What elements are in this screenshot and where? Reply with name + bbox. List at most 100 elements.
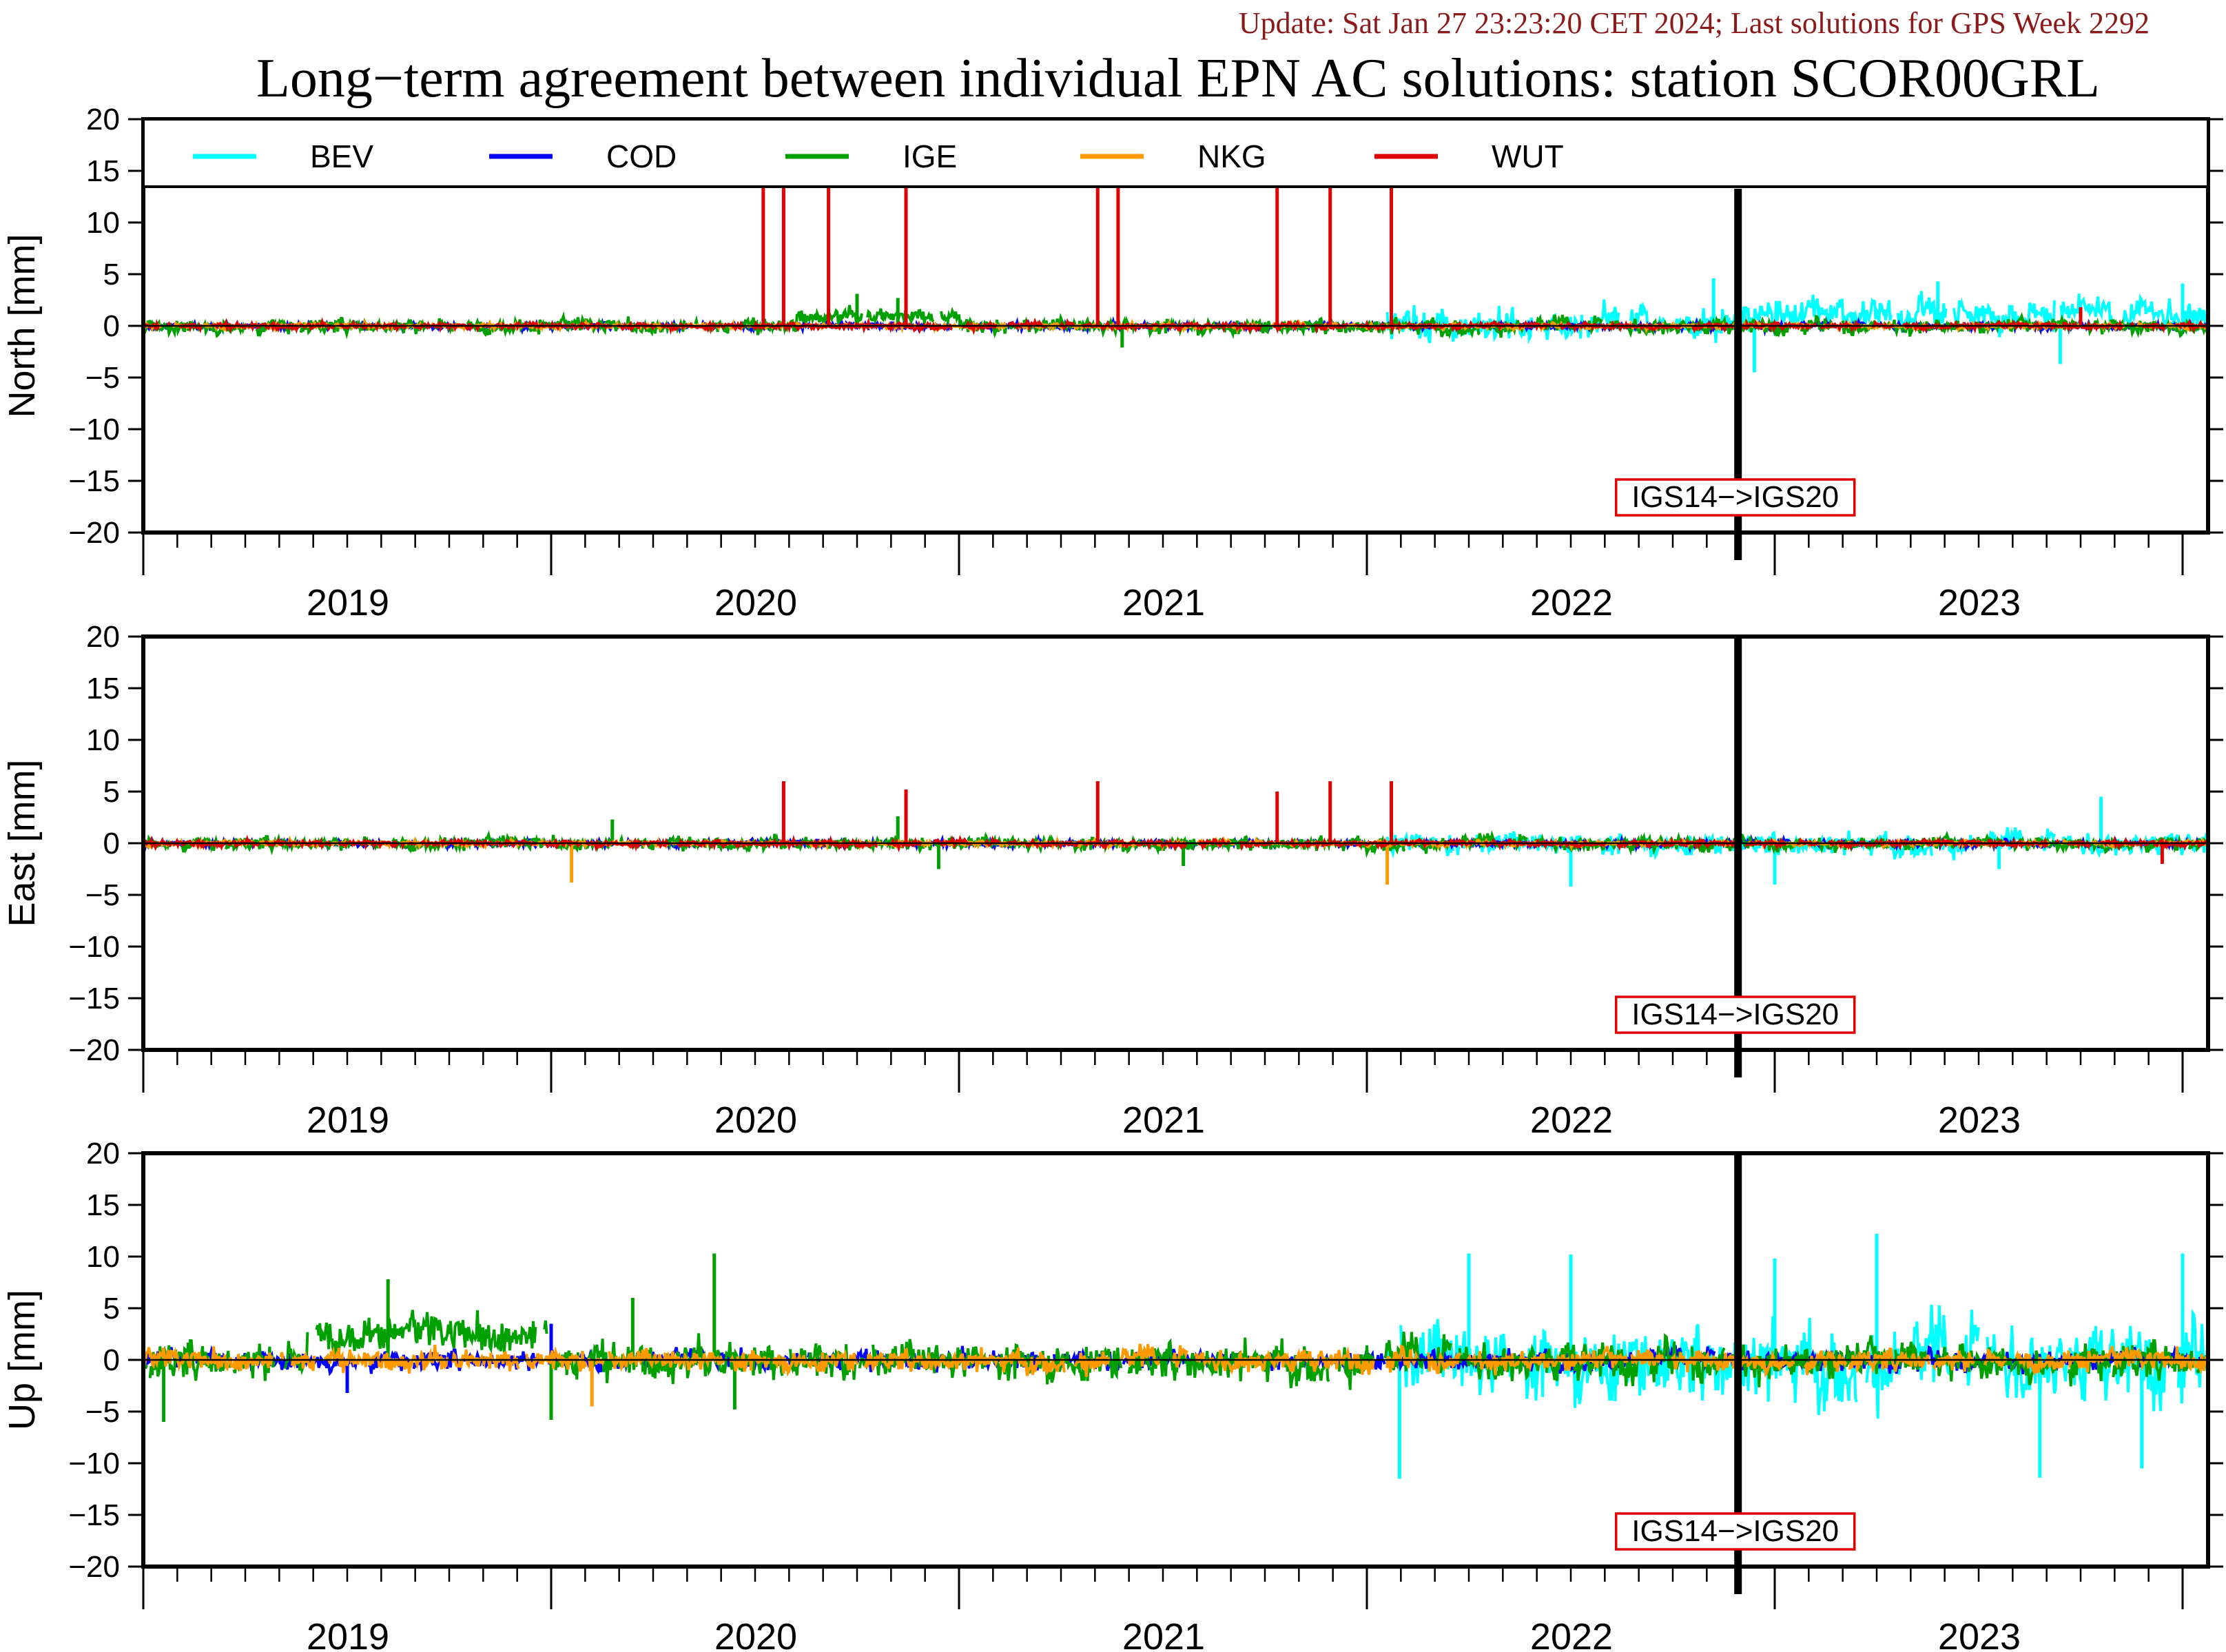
- y-tick-label: 10: [86, 206, 120, 240]
- series-line-wut: [984, 835, 1000, 847]
- y-tick-label: 0: [103, 827, 120, 860]
- reference-change-label: IGS14−>IGS20: [1614, 478, 1856, 517]
- legend-label: COD: [606, 138, 677, 174]
- x-tick-label: 2019: [307, 1616, 389, 1652]
- series-line-ige: [1691, 1346, 1726, 1385]
- series-line-bev: [2021, 300, 2056, 332]
- series-line-cod: [1775, 834, 1792, 848]
- plot-area: [143, 1234, 2226, 1479]
- legend-item-wut: WUT: [1374, 138, 1564, 174]
- series-line-ige: [1035, 1346, 1123, 1385]
- series-line-ige: [1186, 316, 1273, 340]
- series-line-ige: [1649, 1333, 1682, 1383]
- y-tick-label: 20: [86, 103, 120, 136]
- y-tick-label: −15: [68, 1498, 120, 1532]
- x-tick-label: 2022: [1530, 1616, 1613, 1652]
- series-line-bev: [2220, 1334, 2226, 1405]
- series-line-cod: [496, 1351, 539, 1372]
- y-tick-label: −5: [85, 1395, 120, 1429]
- reference-label-text: IGS14−>IGS20: [1631, 1514, 1839, 1548]
- x-tick-label: 2022: [1530, 582, 1613, 623]
- series-line-bev: [1952, 297, 2021, 338]
- series-line-nkg: [1194, 1346, 1376, 1375]
- series-line-wut: [1059, 318, 1075, 330]
- x-tick-label: 2022: [1530, 1099, 1613, 1141]
- series-line-bev: [2039, 828, 2056, 851]
- y-tick-label: −10: [68, 1447, 120, 1480]
- series-line-ige: [1585, 316, 1603, 335]
- series-line-nkg: [323, 1344, 449, 1374]
- series-line-nkg: [1932, 1350, 1975, 1372]
- series-line-bev: [1563, 1334, 1651, 1408]
- panels-group: IGS14−>IGS20 20 15 10 5 0 −5 −10 −15 −20 North [mm…: [1, 103, 2226, 1652]
- reference-label-text: IGS14−>IGS20: [1631, 480, 1839, 514]
- series-line-bev: [2059, 293, 2113, 329]
- series-line-nkg: [451, 1350, 520, 1372]
- legend-item-nkg: NKG: [1080, 138, 1266, 174]
- x-tick-label: 2019: [307, 1099, 389, 1141]
- series-line-nkg: [290, 1350, 316, 1372]
- series-line-wut: [1660, 836, 1743, 851]
- y-axis-label: Up [mm]: [1, 1290, 43, 1430]
- series-line-nkg: [1120, 1343, 1161, 1367]
- update-timestamp: Update: Sat Jan 27 23:23:20 CET 2024; La…: [1239, 6, 2150, 40]
- y-tick-label: 0: [103, 1343, 120, 1377]
- legend-item-bev: BEV: [193, 138, 373, 174]
- y-tick-label: 5: [103, 1292, 120, 1325]
- x-tick-label: 2020: [714, 1099, 797, 1141]
- y-tick-label: −15: [68, 982, 120, 1015]
- y-tick-label: 20: [86, 620, 120, 654]
- panel-north: IGS14−>IGS20 20 15 10 5 0 −5 −10 −15 −20 North [mm…: [1, 103, 2223, 623]
- x-tick-label: 2023: [1938, 1099, 2021, 1141]
- series-line-ige: [1434, 1334, 1452, 1374]
- legend: BEV COD IGE NKG WUT: [142, 118, 2209, 188]
- series-line-wut: [932, 835, 973, 849]
- legend-label: NKG: [1197, 138, 1266, 174]
- chart-title: Long−term agreement between individual E…: [256, 48, 2100, 109]
- y-tick-label: −15: [68, 464, 120, 498]
- series-line-ige: [866, 308, 935, 327]
- series-line-nkg: [1073, 1351, 1111, 1377]
- x-tick-label: 2023: [1938, 582, 2021, 623]
- series-line-nkg: [594, 1357, 606, 1366]
- series-line-wut: [1082, 320, 1263, 334]
- series-line-bev: [1962, 1310, 1980, 1386]
- series-line-nkg: [279, 1352, 285, 1361]
- series-line-nkg: [772, 1349, 859, 1377]
- series-line-bev: [2122, 293, 2208, 335]
- reference-label-text: IGS14−>IGS20: [1631, 998, 1839, 1031]
- y-tick-label: 5: [103, 258, 120, 291]
- series-line-nkg: [2014, 1345, 2208, 1376]
- legend-label: IGE: [903, 138, 957, 174]
- series-line-cod: [1698, 1346, 1716, 1372]
- y-tick-label: 10: [86, 1240, 120, 1274]
- reference-label-box: [1614, 995, 1856, 1034]
- y-axis-label: East [mm]: [1, 759, 43, 927]
- y-tick-label: 10: [86, 723, 120, 757]
- y-tick-label: −5: [85, 878, 120, 912]
- series-line-wut: [584, 837, 671, 853]
- y-tick-label: −10: [68, 413, 120, 446]
- legend-label: BEV: [310, 138, 373, 174]
- series-line-cod: [1850, 317, 1866, 331]
- series-line-nkg: [1848, 1347, 1930, 1374]
- series-line-ige: [315, 1310, 537, 1358]
- series-line-nkg: [1427, 1351, 1462, 1374]
- panel-east: IGS14−>IGS20 20 15 10 5 0 −5 −10 −15 −20 East [mm]…: [1, 620, 2223, 1141]
- reference-label-box: [1614, 1512, 1856, 1551]
- legend-box: [142, 118, 2209, 188]
- x-tick-label: 2020: [714, 1616, 797, 1652]
- legend-item-ige: IGE: [785, 138, 957, 174]
- panel-up: IGS14−>IGS20 20 15 10 5 0 −5 −10 −15 −20 Up [mm] 20…: [1, 1137, 2226, 1652]
- y-tick-label: 20: [86, 1137, 120, 1170]
- y-tick-label: 15: [86, 154, 120, 188]
- legend-item-cod: COD: [489, 138, 677, 174]
- series-bev: [1385, 278, 2208, 373]
- y-tick-label: 15: [86, 1188, 120, 1222]
- series-line-wut: [1007, 318, 1048, 332]
- y-tick-label: −5: [85, 361, 120, 395]
- y-tick-label: 5: [103, 775, 120, 809]
- series-line-bev: [1674, 294, 1893, 343]
- y-axis-label: North [mm]: [1, 234, 43, 417]
